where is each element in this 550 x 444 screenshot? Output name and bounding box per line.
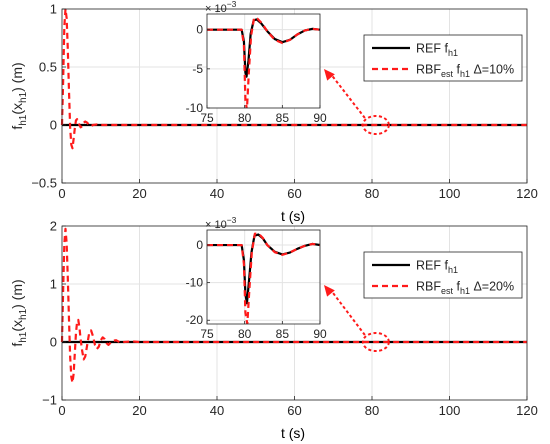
legend: REF fh1 RBFest fh1 Δ=10% [363,34,523,82]
x-tick-label: 120 [516,186,538,201]
inset-x-tick-label: 90 [313,111,327,125]
y-tick-label: 0 [50,118,57,133]
x-tick-label: 80 [365,403,379,418]
inset-y-tick-label: -5 [192,62,203,76]
inset: 75 80 85 90 0 -10 -20 × 10−3 [186,215,327,341]
inset-series-group [207,232,320,324]
y-tick-label: −0.5 [31,176,57,191]
legend-entry-label: RBFest fh1 Δ=10% [416,63,514,80]
inset-x-tick-label: 75 [200,111,214,125]
zoom-marker-circle [361,115,390,135]
inset-x-tick-label: 80 [238,327,252,341]
zoom-arrow-line [329,288,366,336]
zoom-arrow-head [324,285,335,297]
inset-x-tick-label: 90 [313,327,327,341]
y-tick-label: 0 [50,335,57,350]
series-group [60,7,527,150]
inset-series-group [207,16,320,108]
zoom-arrow-line [329,72,366,119]
legend: REF fh1 RBFest fh1 Δ=20% [363,251,523,299]
inset-exponent-label: × 10−3 [205,215,237,231]
y-tick-label: 2 [50,219,57,234]
ticks: 0 20 40 60 80 100 120−0.500.51 [31,2,538,202]
x-tick-label: 40 [210,186,224,201]
x-tick-label: 40 [210,403,224,418]
x-tick-label: 100 [439,403,461,418]
inset-rbf-est-line [207,16,320,108]
x-tick-label: 120 [516,403,538,418]
x-tick-label: 0 [58,186,65,201]
inset-axes-box [206,229,321,325]
legend-box [363,251,523,299]
x-tick-label: 60 [287,403,301,418]
inset-y-tick-label: -20 [186,313,204,327]
inset-exponent-label: × 10−3 [205,0,237,15]
zoom-arrow-head [324,69,335,81]
x-tick-label: 20 [132,403,146,418]
legend-entry-label: REF fh1 [416,42,458,59]
inset-y-tick-label: -10 [186,101,204,115]
inset-y-tick-label: 0 [196,238,203,252]
x-tick-label: 80 [365,186,379,201]
legend-entry-label: RBFest fh1 Δ=20% [416,280,514,297]
inset-x-tick-label: 85 [276,111,290,125]
inset-x-tick-label: 85 [276,327,290,341]
inset-y-tick-label: 0 [196,23,203,37]
x-tick-label: 60 [287,186,301,201]
legend-box [363,34,523,82]
inset-y-tick-label: -10 [186,276,204,290]
x-tick-label: 100 [439,186,461,201]
inset-x-tick-label: 80 [238,111,252,125]
inset-x-tick-label: 75 [200,327,214,341]
inset-axes-box [206,13,321,109]
inset-rbf-est-line [207,232,320,324]
x-axis-label-bottom: t (s) [281,425,305,441]
x-tick-label: 20 [132,186,146,201]
x-tick-label: 0 [58,403,65,418]
y-tick-label: 1 [50,277,57,292]
y-tick-label: 0.5 [39,60,57,75]
x-axis-label-top: t (s) [281,208,305,224]
series-group [60,227,527,384]
y-axis-label: fh1(xh1) (m) [9,62,29,129]
x-axis-labels: t (s) t (s) [281,208,305,441]
inset: 75 80 85 90 0 -5 -10 × 10−3 [186,0,327,125]
legend-entry-label: REF fh1 [416,259,458,276]
series-rbf-est-line [60,227,527,384]
zoom-marker-circle [361,332,390,352]
y-tick-label: 1 [50,2,57,17]
y-axis-label: fh1(xh1) (m) [9,279,29,346]
series-rbf-est-line [60,7,527,150]
y-tick-label: −1 [42,393,57,408]
